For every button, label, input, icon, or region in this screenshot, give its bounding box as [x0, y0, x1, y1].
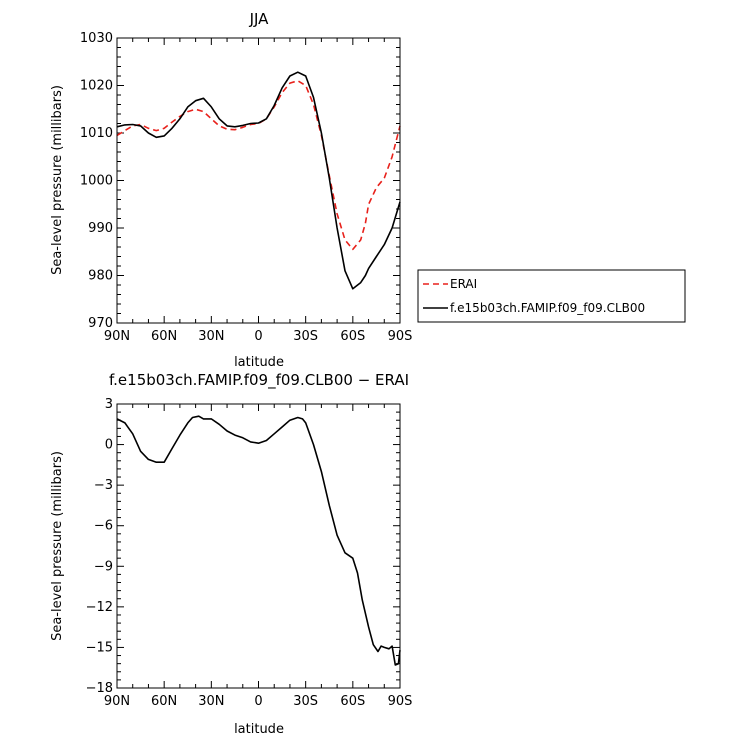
y-tick-label: −15	[86, 640, 113, 655]
y-tick-label: −12	[86, 600, 113, 615]
y-tick-label: 970	[88, 316, 113, 331]
bottom-panel: f.e15b03ch.FAMIP.f09_f09.CLB00 − ERAI Se…	[50, 371, 412, 737]
series-line-f-e15b03ch-famip-f09-f09-clb00	[116, 71, 401, 290]
x-tick-label: 90S	[388, 694, 413, 709]
x-tick-label: 30N	[198, 694, 224, 709]
y-tick-label: 1020	[80, 79, 113, 94]
y-tick-label: 990	[88, 221, 113, 236]
x-tick-label: 60S	[340, 694, 365, 709]
bottom-plot-frame	[116, 403, 401, 689]
x-tick-label: 60S	[340, 329, 365, 344]
y-tick-label: 1000	[80, 174, 113, 189]
top-y-axis-label: Sea-level pressure (millibars)	[50, 85, 65, 275]
bottom-y-axis-label: Sea-level pressure (millibars)	[50, 451, 65, 641]
x-tick-label: 0	[254, 329, 262, 344]
legend-model-label: f.e15b03ch.FAMIP.f09_f09.CLB00	[450, 301, 645, 315]
x-tick-label: 90S	[388, 329, 413, 344]
x-tick-label: 60N	[151, 694, 177, 709]
top-x-axis-label: latitude	[234, 355, 284, 370]
y-tick-label: −6	[94, 519, 113, 534]
x-tick-label: 90N	[104, 694, 130, 709]
y-tick-label: 980	[88, 269, 113, 284]
top-title: JJA	[249, 10, 270, 28]
x-tick-label: 30S	[293, 329, 318, 344]
legend-erai-label: ERAI	[450, 277, 477, 291]
top-panel: JJA Sea-level pressure (millibars) latit…	[50, 10, 412, 370]
x-tick-label: 90N	[104, 329, 130, 344]
bottom-title: f.e15b03ch.FAMIP.f09_f09.CLB00 − ERAI	[109, 371, 409, 390]
x-tick-label: 30S	[293, 694, 318, 709]
x-tick-label: 30N	[198, 329, 224, 344]
legend-box	[417, 269, 686, 323]
series-line-erai	[116, 80, 401, 251]
y-tick-label: −9	[94, 559, 113, 574]
top-plot-frame	[116, 37, 401, 324]
y-tick-label: −18	[86, 681, 113, 696]
x-tick-label: 0	[254, 694, 262, 709]
bottom-x-axis-label: latitude	[234, 722, 284, 737]
y-tick-label: 1030	[80, 31, 113, 46]
y-tick-label: −3	[94, 478, 113, 493]
y-tick-label: 1010	[80, 126, 113, 141]
x-tick-label: 60N	[151, 329, 177, 344]
y-tick-label: 0	[105, 438, 113, 453]
legend: ERAI f.e15b03ch.FAMIP.f09_f09.CLB00	[417, 269, 686, 323]
y-tick-label: 3	[105, 397, 113, 412]
series-line-difference	[116, 415, 401, 666]
